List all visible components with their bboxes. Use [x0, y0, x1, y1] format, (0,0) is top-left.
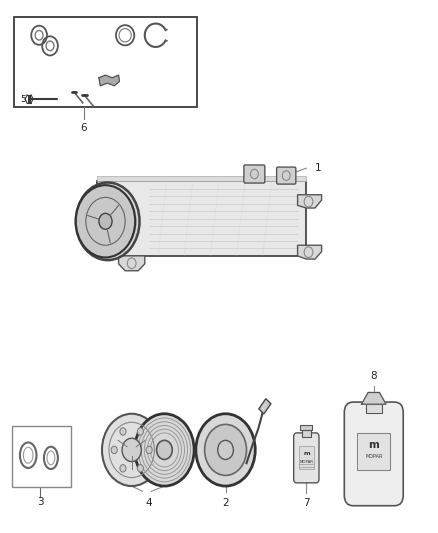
Text: 1: 1 [315, 163, 321, 173]
Polygon shape [361, 392, 386, 404]
Text: MOPAR: MOPAR [365, 454, 383, 459]
Text: 2: 2 [222, 498, 229, 508]
Text: m: m [303, 451, 310, 456]
Polygon shape [97, 181, 306, 256]
Circle shape [138, 465, 144, 472]
Circle shape [135, 414, 194, 486]
Polygon shape [119, 256, 145, 271]
Circle shape [102, 414, 161, 486]
Circle shape [218, 440, 233, 459]
Text: 3: 3 [37, 497, 43, 507]
Polygon shape [97, 176, 306, 181]
Bar [12, 426, 71, 487]
Bar [357, 433, 390, 470]
Text: 5: 5 [20, 94, 26, 103]
Text: m: m [368, 440, 379, 450]
Circle shape [103, 216, 112, 227]
FancyBboxPatch shape [244, 165, 265, 183]
Text: 7: 7 [303, 498, 310, 508]
Circle shape [120, 428, 126, 435]
FancyBboxPatch shape [277, 167, 296, 184]
Circle shape [196, 414, 255, 486]
Text: 6: 6 [80, 123, 87, 133]
Circle shape [146, 446, 152, 454]
FancyBboxPatch shape [293, 433, 319, 483]
Circle shape [122, 438, 141, 462]
Bar [14, 17, 197, 107]
Bar [366, 404, 381, 413]
Polygon shape [259, 399, 271, 414]
Circle shape [205, 424, 247, 475]
Circle shape [98, 209, 117, 233]
Polygon shape [297, 245, 321, 259]
Circle shape [99, 213, 112, 229]
Polygon shape [99, 75, 120, 86]
Text: 4: 4 [146, 498, 152, 508]
Polygon shape [297, 195, 321, 208]
Bar [302, 430, 311, 437]
Circle shape [76, 185, 135, 257]
Circle shape [138, 428, 144, 435]
Bar [299, 446, 314, 469]
Circle shape [156, 440, 172, 459]
Circle shape [120, 465, 126, 472]
Circle shape [76, 182, 140, 260]
Circle shape [111, 446, 117, 454]
Text: MOPAR: MOPAR [300, 459, 313, 464]
FancyBboxPatch shape [344, 402, 403, 506]
Bar [300, 425, 312, 430]
Text: 8: 8 [371, 371, 377, 381]
